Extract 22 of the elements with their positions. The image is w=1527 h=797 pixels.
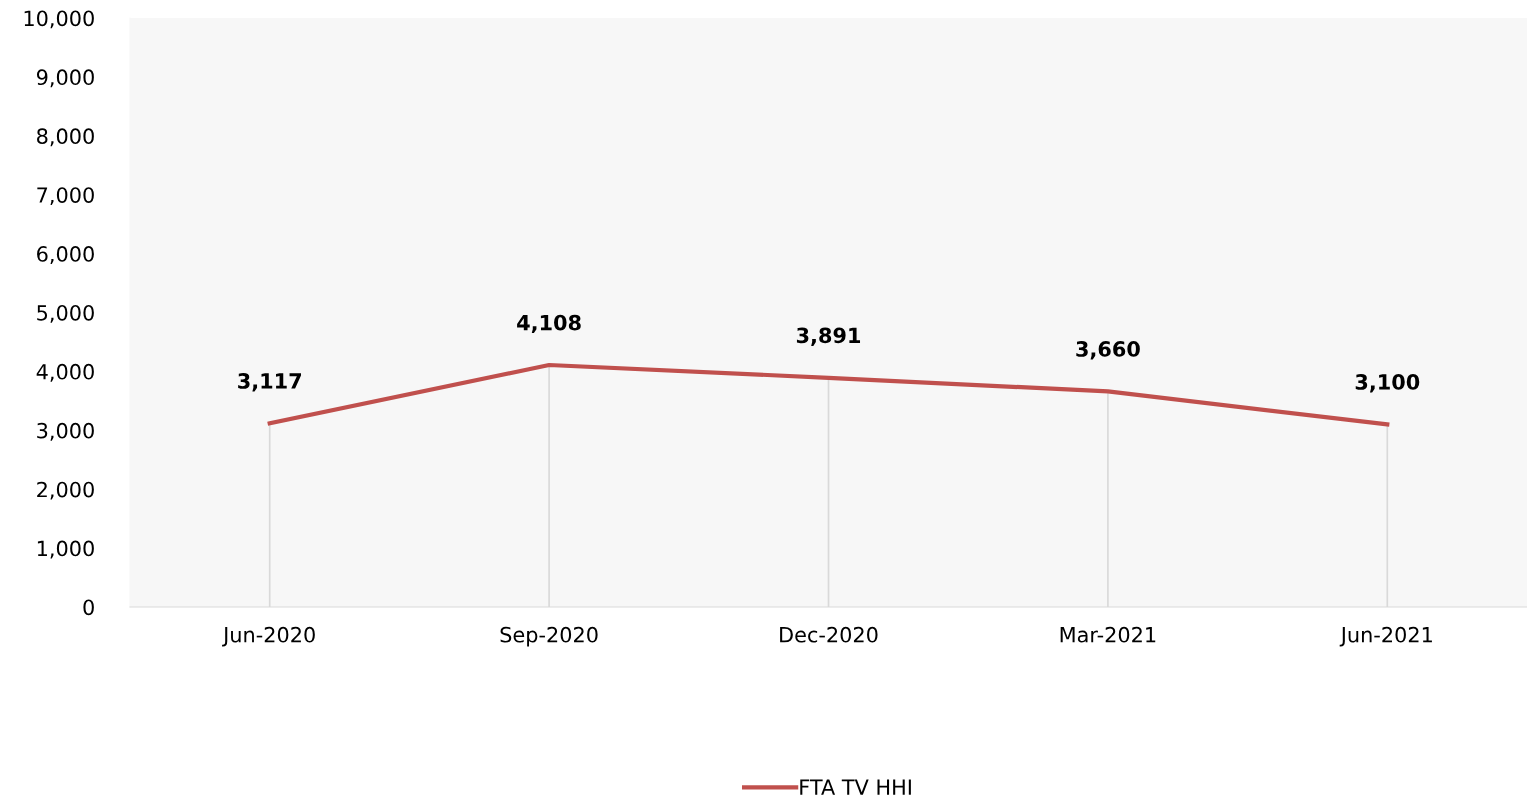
legend-label: FTA TV HHI bbox=[800, 779, 911, 795]
y-tick-label: 10,000 bbox=[24, 10, 94, 29]
y-tick-label: 5,000 bbox=[37, 304, 94, 323]
y-tick-label: 3,000 bbox=[37, 422, 94, 441]
data-label: 3,891 bbox=[796, 327, 861, 346]
x-tick-label: Jun-2021 bbox=[1339, 626, 1432, 647]
data-label: 3,117 bbox=[238, 373, 301, 392]
y-tick-label: 2,000 bbox=[37, 481, 94, 500]
x-tick-label: Jun-2020 bbox=[222, 626, 315, 647]
y-tick-label: 4,000 bbox=[36, 363, 94, 382]
y-tick-label: 7,000 bbox=[37, 187, 94, 206]
y-tick-label: 8,000 bbox=[37, 128, 94, 147]
x-tick-label: Mar-2021 bbox=[1060, 626, 1156, 643]
data-label: 3,660 bbox=[1076, 341, 1140, 360]
y-tick-label: 0 bbox=[83, 599, 94, 616]
y-tick-label: 1,000 bbox=[37, 540, 94, 559]
x-tick-label: Sep-2020 bbox=[500, 626, 598, 647]
x-tick-label: Dec-2020 bbox=[780, 626, 878, 643]
data-label: 3,100 bbox=[1355, 374, 1420, 393]
y-tick-label: 9,000 bbox=[36, 69, 94, 88]
y-tick-label: 6,000 bbox=[37, 246, 94, 264]
data-label: 4,108 bbox=[517, 314, 581, 334]
